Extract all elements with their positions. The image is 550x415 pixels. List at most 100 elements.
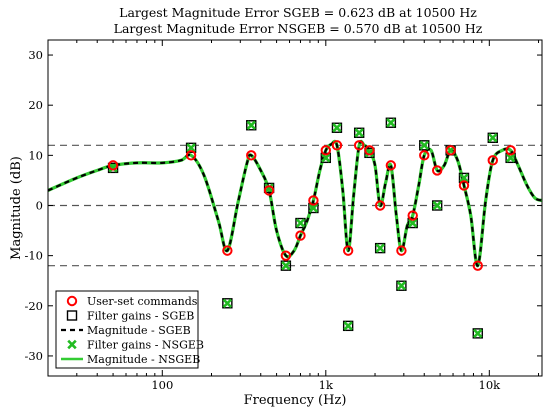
- filter-gain-nsgeb-marker: [488, 133, 498, 143]
- y-tick-label: -10: [24, 249, 43, 263]
- x-stroke: [246, 120, 256, 130]
- user-set-command-marker: [407, 210, 418, 221]
- user-set-command-marker: [364, 145, 375, 156]
- filter-gain-sgeb-marker: [419, 140, 430, 151]
- filter-gain-nsgeb-marker: [375, 243, 385, 253]
- x-stroke: [386, 118, 396, 128]
- x-stroke: [407, 218, 418, 228]
- filter-gain-sgeb-marker: [246, 120, 257, 131]
- filter-gain-sgeb-marker: [374, 242, 386, 254]
- filter-gain-sgeb-marker: [407, 217, 418, 229]
- user-set-command-marker: [374, 200, 386, 211]
- filter-gain-nsgeb-marker: [246, 120, 256, 130]
- legend-label: Magnitude - SGEB: [87, 324, 191, 337]
- user-set-command-marker: [505, 145, 516, 156]
- filter-gain-sgeb-marker: [308, 202, 319, 214]
- y-tick-label: 30: [28, 48, 43, 62]
- filter-gain-nsgeb-marker: [281, 260, 291, 271]
- filter-markers: [107, 117, 516, 339]
- magnitude-sgeb-line: [48, 140, 542, 267]
- legend-square-icon: [66, 310, 78, 321]
- x-stroke: [396, 281, 407, 291]
- filter-gain-nsgeb-marker: [108, 163, 118, 173]
- filter-gain-sgeb-marker: [396, 280, 407, 291]
- filter-gain-nsgeb-marker: [407, 218, 418, 228]
- legend-item: Filter gains - NSGEB: [67, 339, 204, 352]
- x-stroke: [264, 183, 274, 193]
- filter-gain-sgeb-marker: [472, 328, 483, 339]
- legend-x-icon: [67, 339, 77, 350]
- x-stroke: [321, 153, 331, 163]
- filter-gain-nsgeb-marker: [386, 118, 396, 128]
- user-set-command-marker: [308, 195, 319, 206]
- filter-gain-nsgeb-marker: [364, 148, 375, 158]
- user-set-command-marker: [419, 150, 430, 161]
- filter-gain-nsgeb-marker: [343, 321, 353, 331]
- filter-gain-sgeb-marker: [505, 152, 516, 164]
- y-axis-label: Magnitude (dB): [9, 156, 24, 260]
- plot-area-frame: [47, 39, 543, 377]
- user-set-command-marker: [263, 185, 275, 196]
- x-stroke: [343, 321, 353, 331]
- y-tick-label: -30: [24, 349, 43, 363]
- x-stroke: [332, 123, 342, 133]
- magnitude-curves: [48, 139, 542, 268]
- filter-gain-sgeb-marker: [222, 298, 233, 309]
- legend-item: User-set commands: [66, 295, 198, 308]
- filter-gain-sgeb-marker: [280, 260, 292, 271]
- user-set-command-marker: [320, 145, 332, 156]
- user-set-command-marker: [385, 160, 397, 171]
- filter-gain-nsgeb-marker: [186, 143, 196, 153]
- x-stroke: [364, 148, 375, 158]
- x-stroke: [488, 133, 498, 143]
- user-set-command-marker: [185, 150, 197, 161]
- user-set-command-marker: [246, 150, 257, 161]
- user-set-command-marker: [458, 180, 470, 191]
- x-stroke: [505, 153, 516, 163]
- filter-gain-sgeb-marker: [295, 217, 306, 229]
- filter-gain-nsgeb-marker: [332, 123, 342, 133]
- user-set-command-marker: [342, 245, 354, 256]
- x-stroke: [222, 298, 233, 309]
- x-stroke: [281, 260, 291, 271]
- user-set-command-marker: [472, 260, 483, 271]
- x-stroke: [473, 328, 483, 339]
- filter-gain-nsgeb-marker: [459, 173, 469, 183]
- filter-gain-sgeb-marker: [342, 320, 354, 332]
- filter-gain-nsgeb-marker: [295, 218, 306, 228]
- x-stroke: [108, 163, 118, 173]
- reference-lines: [48, 144, 542, 267]
- filter-gain-nsgeb-marker: [264, 183, 274, 193]
- filter-gain-sgeb-marker: [185, 142, 197, 154]
- x-tick-label: 100: [151, 378, 173, 392]
- filter-gain-sgeb-marker: [385, 117, 397, 128]
- legend-item: Filter gains - SGEB: [66, 310, 194, 323]
- x-stroke: [308, 203, 319, 213]
- filter-gain-sgeb-marker: [458, 172, 470, 184]
- user-set-command-marker: [396, 245, 407, 256]
- user-set-command-marker: [280, 250, 292, 261]
- x-axis-label: Frequency (Hz): [244, 393, 347, 408]
- user-set-command-marker: [107, 160, 119, 171]
- legend-item: Magnitude - SGEB: [61, 324, 191, 337]
- filter-gain-nsgeb-marker: [505, 153, 516, 163]
- filter-gain-sgeb-marker: [353, 127, 365, 138]
- x-stroke: [419, 140, 429, 151]
- user-set-command-marker: [222, 245, 233, 256]
- y-tick-label: 10: [28, 148, 43, 162]
- user-set-command-marker: [295, 230, 306, 241]
- x-tick-label: 10k: [479, 378, 502, 392]
- user-set-command-marker: [331, 140, 343, 151]
- legend-label: User-set commands: [87, 295, 198, 308]
- x-stroke: [432, 200, 442, 211]
- x-stroke: [354, 128, 364, 138]
- x-tick-label: 1k: [319, 378, 334, 392]
- y-tick-label: 0: [36, 198, 43, 212]
- legend-label: Filter gains - NSGEB: [87, 339, 204, 352]
- user-set-command-marker: [445, 145, 456, 156]
- y-tick-label: -20: [24, 299, 43, 313]
- legend-label: Magnitude - NSGEB: [87, 353, 200, 366]
- filter-gain-sgeb-marker: [331, 122, 343, 133]
